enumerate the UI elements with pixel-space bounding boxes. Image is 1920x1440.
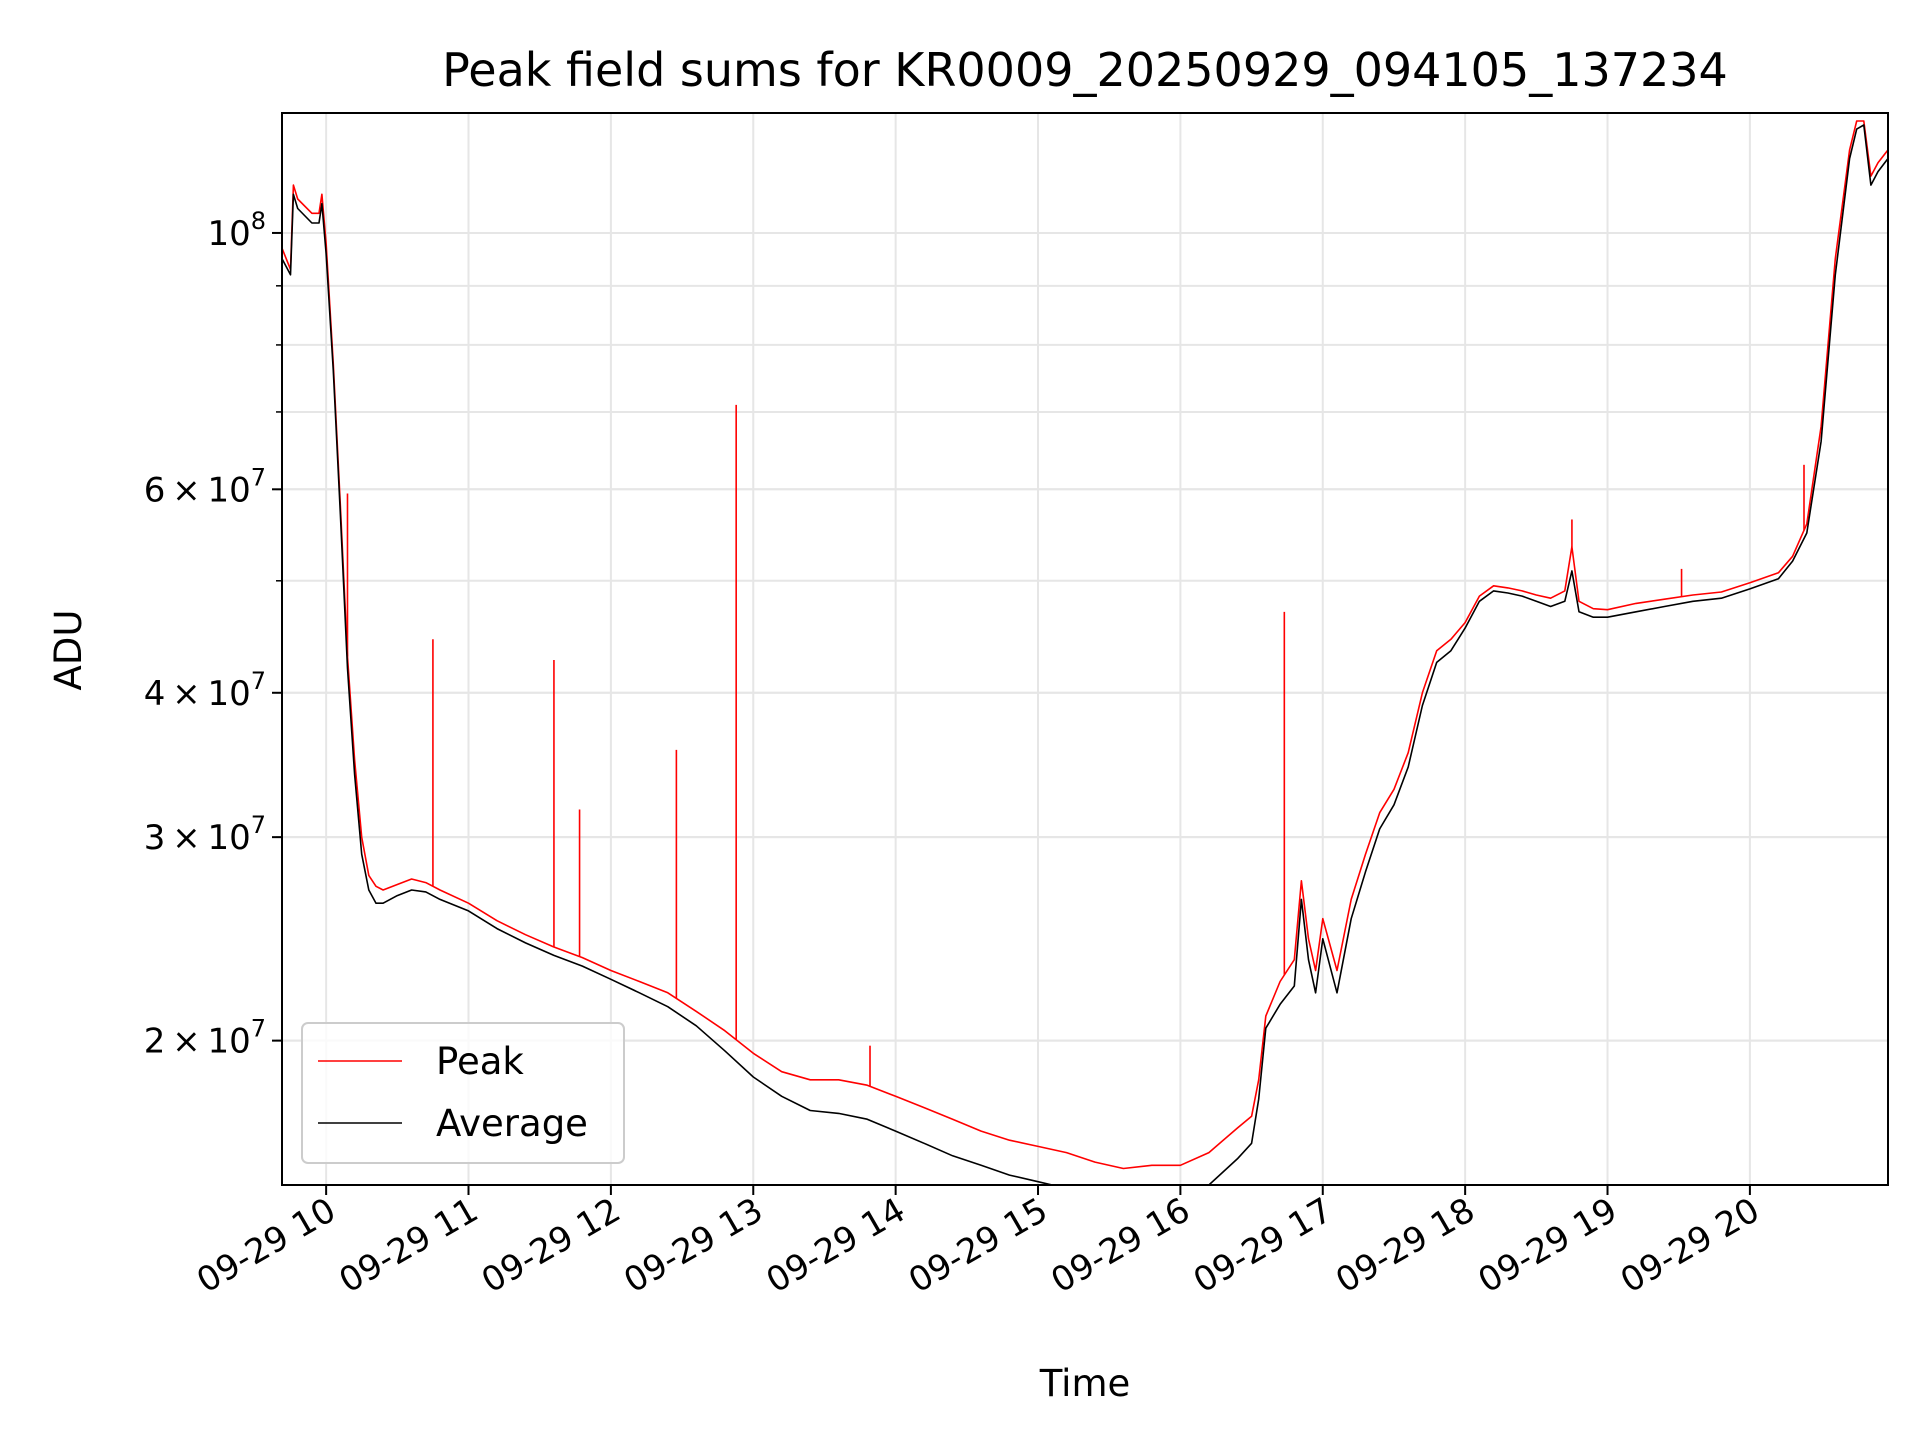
series-group (282, 120, 1888, 1185)
series-line-peak (282, 120, 1888, 1170)
y-axis-ticks: 2 × 107 3 × 107 4 × 107 6 × 107 108 (144, 207, 282, 1062)
y-tick-label: 6 × 107 (144, 463, 266, 510)
x-axis-label: Time (1039, 1362, 1131, 1405)
y-tick-label: 2 × 107 (144, 1015, 266, 1062)
chart-title: Peak field sums for KR0009_20250929_0941… (442, 43, 1728, 97)
legend-label-peak: Peak (436, 1040, 524, 1083)
y-tick-label: 3 × 107 (144, 811, 266, 858)
legend: Peak Average (301, 1022, 625, 1164)
spike-group (346, 404, 1805, 1087)
legend-label-average: Average (436, 1102, 588, 1145)
legend-box (301, 1022, 625, 1164)
y-axis-label: ADU (47, 610, 90, 691)
y-tick-label: 108 (207, 207, 266, 254)
grid (282, 113, 1888, 1185)
series-line-average (282, 124, 1888, 1185)
y-tick-label: 4 × 107 (144, 667, 266, 714)
plot-frame (281, 112, 1889, 1186)
plot-lines (282, 120, 1888, 1185)
